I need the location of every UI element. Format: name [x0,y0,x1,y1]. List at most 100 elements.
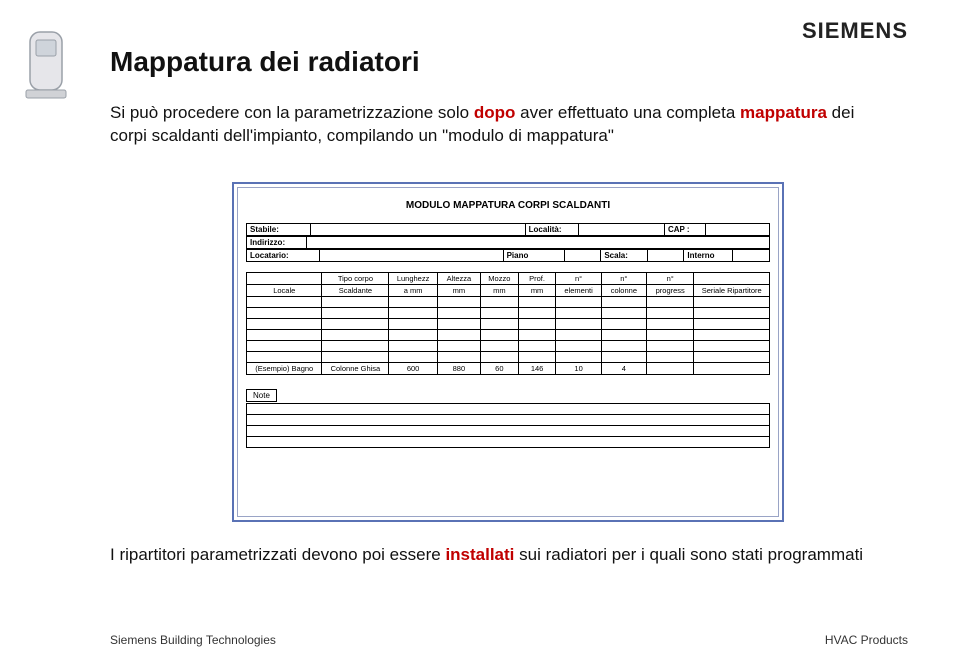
table-cell [389,330,438,341]
brand-logo: SIEMENS [802,18,908,44]
intro-emph-dopo: dopo [474,103,516,122]
info-cell: Locatario: [247,250,320,262]
table-cell [389,341,438,352]
table-cell [389,352,438,363]
col-header [694,273,770,285]
table-cell [480,308,518,319]
table-cell [247,308,322,319]
footer-left: Siemens Building Technologies [110,633,276,647]
info-cell [564,250,601,262]
note-rows [246,403,770,448]
table-cell [518,308,556,319]
info-cell [705,224,769,236]
col-header: mm [518,285,556,297]
table-row [247,308,770,319]
table-cell [556,297,601,308]
outro-text-pre: I ripartitori parametrizzati devono poi … [110,545,445,564]
info-cell [320,250,503,262]
note-block: Note [246,385,770,448]
table-cell [518,297,556,308]
table-cell [647,363,694,375]
mapping-table: Tipo corpoLunghezzAltezzaMozzoProf.n°n°n… [246,272,770,375]
table-cell [694,341,770,352]
col-header: progress [647,285,694,297]
col-header: n° [647,273,694,285]
table-cell [480,319,518,330]
col-header: Altezza [437,273,480,285]
table-cell [322,341,389,352]
info-table-holder: Stabile:Località:CAP :Indirizzo:Locatari… [246,223,770,262]
table-cell [694,363,770,375]
table-cell [480,341,518,352]
table-cell [322,308,389,319]
table-cell [694,308,770,319]
table-row [247,330,770,341]
table-cell [518,330,556,341]
table-row [247,352,770,363]
table-cell [647,297,694,308]
info-cell: Piano [503,250,564,262]
col-header: Lunghezz [389,273,438,285]
table-cell: 10 [556,363,601,375]
table-cell [694,352,770,363]
table-cell [247,352,322,363]
outro-paragraph: I ripartitori parametrizzati devono poi … [110,544,890,567]
col-header: n° [556,273,601,285]
table-cell [601,297,646,308]
intro-text-pre: Si può procedere con la parametrizzazion… [110,103,474,122]
col-header: Prof. [518,273,556,285]
table-cell [518,341,556,352]
table-cell [518,352,556,363]
table-cell [647,352,694,363]
device-icon [22,30,70,100]
table-cell [601,341,646,352]
form-frame: MODULO MAPPATURA CORPI SCALDANTI Stabile… [232,182,784,522]
info-cell: Stabile: [247,224,311,236]
table-cell [480,330,518,341]
table-cell [322,319,389,330]
note-row [247,415,770,426]
form-inner: MODULO MAPPATURA CORPI SCALDANTI Stabile… [237,187,779,517]
info-cell [311,224,525,236]
table-cell [437,308,480,319]
note-row [247,426,770,437]
table-cell: 600 [389,363,438,375]
note-row [247,404,770,415]
table-cell [480,352,518,363]
table-cell [694,297,770,308]
col-header: mm [480,285,518,297]
col-header: a mm [389,285,438,297]
page-title: Mappatura dei radiatori [110,46,420,78]
table-cell [647,330,694,341]
info-row: Locatario:PianoScala:Interno [246,249,770,262]
info-cell: Scala: [601,250,647,262]
table-cell [437,330,480,341]
table-cell [601,308,646,319]
outro-emph-installati: installati [445,545,514,564]
info-cell [647,250,684,262]
table-cell [389,308,438,319]
col-header: Locale [247,285,322,297]
table-cell [389,297,438,308]
table-cell [322,352,389,363]
table-cell [601,330,646,341]
col-header: colonne [601,285,646,297]
table-cell: Colonne Ghisa [322,363,389,375]
table-cell [437,341,480,352]
info-cell: Indirizzo: [247,237,307,249]
table-cell: (Esempio) Bagno [247,363,322,375]
table-cell [556,319,601,330]
table-cell: 60 [480,363,518,375]
intro-text-mid: aver effettuato una completa [520,103,740,122]
table-cell [437,319,480,330]
intro-emph-mappatura: mappatura [740,103,827,122]
table-cell [247,341,322,352]
info-cell [733,250,770,262]
table-row [247,319,770,330]
info-cell [307,237,770,249]
table-cell [556,352,601,363]
table-cell [322,297,389,308]
footer-right: HVAC Products [825,633,908,647]
col-header: mm [437,285,480,297]
note-row [247,437,770,448]
